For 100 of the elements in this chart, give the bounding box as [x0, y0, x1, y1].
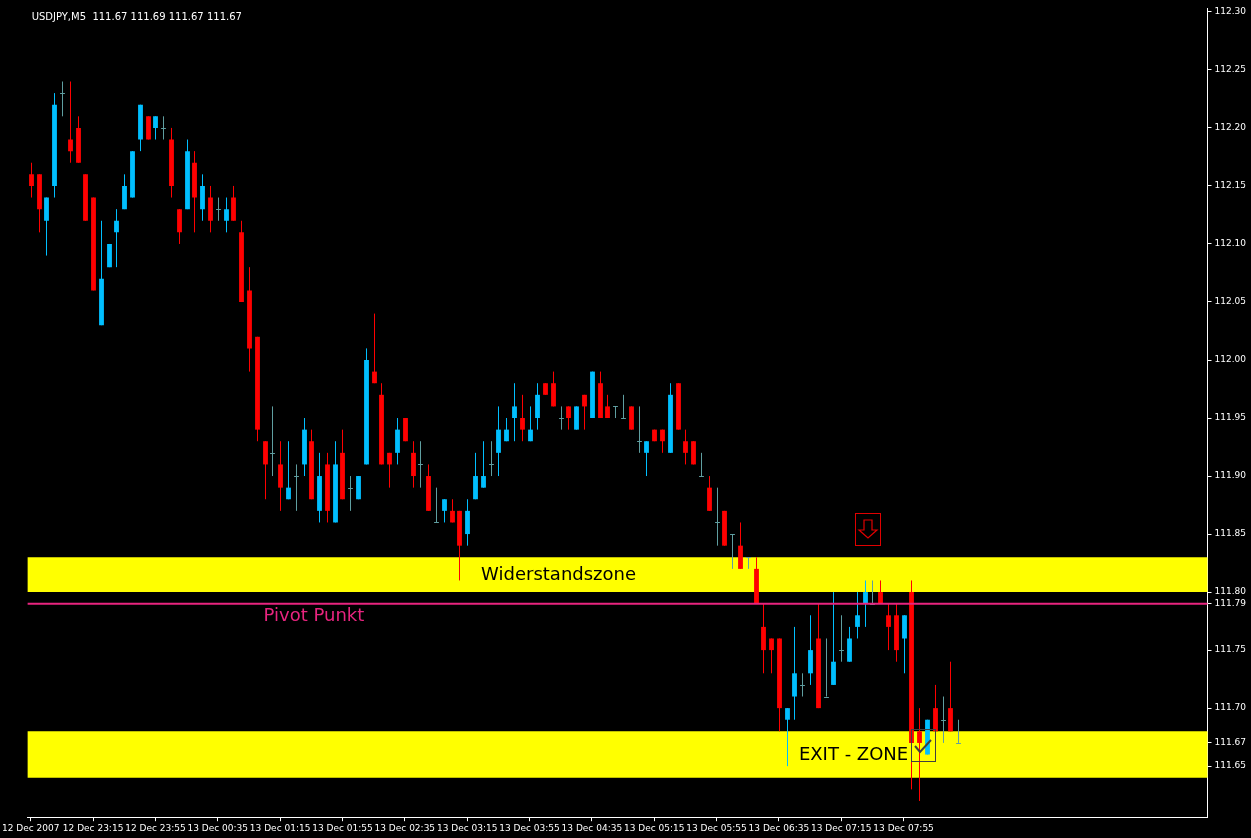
y-tick-label: 111.67	[1214, 737, 1247, 748]
candlestick	[838, 614, 845, 663]
x-tick-label: 13 Dec 06:35	[748, 822, 810, 833]
candlestick	[465, 498, 470, 547]
ref-line-label: Pivot Punkt	[263, 604, 365, 626]
x-tick-label: 13 Dec 03:15	[436, 822, 498, 833]
candlestick	[263, 440, 268, 500]
candlestick	[629, 405, 634, 431]
candlestick	[68, 81, 73, 164]
y-tick-label: 112.25	[1214, 64, 1247, 75]
candlestick	[636, 405, 643, 454]
x-tick-label: 13 Dec 02:35	[374, 822, 436, 833]
candlestick	[473, 452, 478, 500]
candlestick	[417, 440, 424, 489]
candlestick	[286, 440, 291, 500]
candlestick	[278, 440, 283, 512]
candlestick	[372, 313, 377, 384]
candlestick	[520, 394, 525, 442]
x-tick-label: 13 Dec 03:55	[499, 822, 560, 833]
candlestick	[293, 463, 300, 512]
candlestick	[566, 405, 571, 431]
candlestick	[512, 382, 517, 442]
candlestick	[395, 417, 400, 465]
y-tick-label: 111.75	[1214, 644, 1247, 655]
candlestick	[481, 440, 486, 489]
candlestick	[153, 115, 158, 141]
candlestick	[200, 173, 205, 222]
candlestick	[785, 707, 790, 767]
candlestick	[582, 394, 587, 431]
candlestick	[612, 405, 619, 419]
candlestick	[707, 475, 712, 512]
y-tick-label: 112.10	[1214, 238, 1247, 249]
candlestick	[496, 405, 501, 477]
candlestick	[644, 440, 649, 477]
x-tick-label: 13 Dec 00:35	[187, 822, 249, 833]
candlestick	[831, 591, 836, 686]
candlestick	[574, 405, 579, 431]
candlestick	[729, 533, 736, 570]
x-tick-label: 13 Dec 04:35	[561, 822, 623, 833]
y-tick-label: 111.85	[1214, 528, 1247, 539]
candlestick	[799, 672, 806, 698]
candlestick	[528, 405, 533, 442]
y-tick-label: 112.00	[1214, 354, 1247, 365]
band-label: Widerstandszone	[481, 563, 637, 585]
x-tick-label: 13 Dec 07:15	[810, 822, 872, 833]
candlestick	[863, 579, 868, 628]
candlestick	[940, 696, 947, 744]
candlestick	[917, 707, 922, 802]
x-tick-label: 13 Dec 01:55	[312, 822, 373, 833]
y-tick-label: 112.05	[1214, 296, 1247, 307]
candlestick	[442, 498, 447, 523]
x-tick-label: 13 Dec 01:15	[249, 822, 311, 833]
candlestick	[948, 661, 953, 732]
candlestick	[855, 591, 860, 639]
y-tick-label: 111.79	[1214, 598, 1247, 609]
y-tick-label: 111.70	[1214, 702, 1247, 713]
y-tick-label: 112.20	[1214, 122, 1247, 133]
band-label: EXIT - ZONE	[798, 743, 909, 765]
candlestick	[955, 719, 962, 744]
candlestick	[177, 208, 182, 245]
candlestick	[714, 487, 721, 547]
candlestick	[886, 603, 891, 651]
x-tick-label: 13 Dec 07:55	[873, 822, 934, 833]
candlestick	[769, 638, 774, 674]
candlestick	[44, 197, 49, 257]
candlestick	[902, 614, 907, 674]
candlestick	[122, 173, 127, 210]
candlestick	[387, 452, 392, 489]
x-tick-label: 12 Dec 23:15	[62, 822, 124, 833]
x-tick-label: 12 Dec 23:55	[125, 822, 186, 833]
candlestick	[738, 521, 743, 570]
candlestick	[535, 382, 540, 431]
candlestick	[269, 405, 276, 477]
candlestick	[411, 440, 416, 489]
candlestick	[761, 603, 766, 674]
candlestick	[745, 556, 752, 570]
x-tick-label: 12 Dec 2007	[2, 822, 60, 833]
candlestick	[114, 208, 119, 268]
candlestick	[551, 371, 556, 407]
candlestick	[29, 162, 34, 199]
y-tick-label: 111.80	[1214, 586, 1247, 597]
y-tick-label: 111.95	[1214, 412, 1247, 423]
candlestick	[215, 197, 222, 222]
y-tick-label: 111.65	[1214, 760, 1247, 771]
candlestick	[208, 185, 213, 233]
candlestick	[347, 475, 354, 512]
candlestick	[698, 452, 705, 477]
chart-title: USDJPY,M5 111.67 111.69 111.67 111.67	[31, 10, 242, 22]
y-tick-label: 112.15	[1214, 180, 1247, 191]
x-tick-label: 13 Dec 05:55	[686, 822, 747, 833]
x-tick-label: 13 Dec 05:15	[623, 822, 685, 833]
candlestick	[620, 394, 627, 419]
candlestick	[160, 115, 167, 141]
candlestick	[488, 440, 495, 477]
candlestick	[792, 626, 797, 721]
candlestick	[146, 115, 151, 141]
y-tick-label: 112.30	[1214, 6, 1247, 17]
candlestick	[683, 429, 688, 465]
candlestick	[558, 405, 565, 431]
candlestick	[231, 185, 236, 222]
